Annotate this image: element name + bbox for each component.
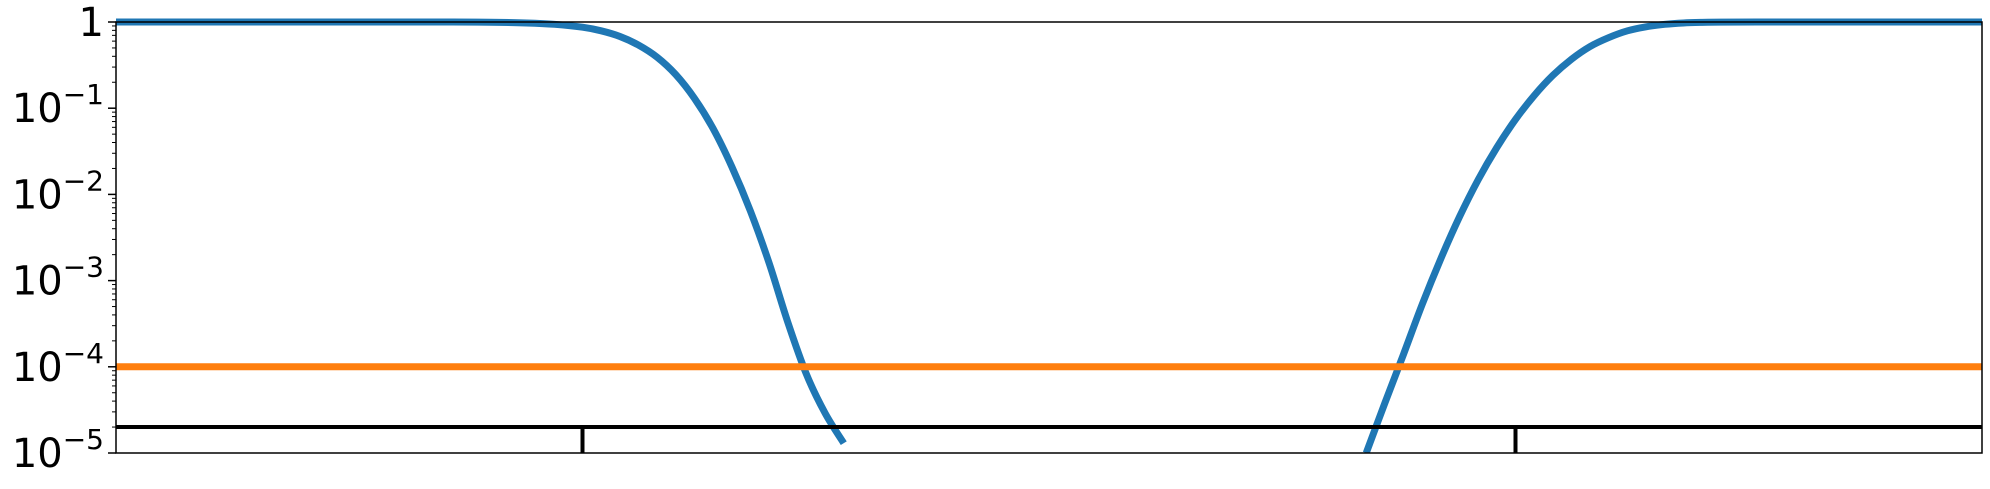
y-tick-label: 10−5	[12, 423, 104, 477]
y-tick-label-base: 10	[12, 431, 63, 477]
y-tick-label: 10−4	[12, 337, 104, 391]
y-tick-label-base: 10	[12, 345, 63, 391]
y-tick-label: 10−3	[12, 251, 104, 305]
vertical-markers	[580, 427, 1518, 453]
y-tick-label: 10−1	[12, 78, 104, 132]
y-tick-label-base: 10	[12, 259, 63, 305]
y-tick-label: 1	[79, 0, 104, 46]
plot-frame	[115, 21, 1983, 454]
y-tick-label: 10−2	[12, 164, 104, 218]
y-tick-label-exponent: −2	[63, 164, 104, 197]
y-axis-tick-labels: 110−110−210−310−410−5	[12, 0, 104, 477]
y-tick-label-exponent: −1	[63, 78, 104, 111]
y-tick-label-exponent: −5	[63, 423, 104, 456]
series-line-1	[1362, 18, 1982, 453]
y-axis-ticks	[108, 21, 116, 454]
y-tick-label-base: 10	[12, 172, 63, 218]
y-tick-label-exponent: −3	[63, 251, 104, 284]
y-tick-label-base: 10	[12, 86, 63, 132]
y-tick-label-base: 1	[79, 0, 104, 46]
series-line-0	[116, 18, 847, 446]
y-tick-label-exponent: −4	[63, 337, 104, 370]
plot-series	[116, 18, 1982, 453]
